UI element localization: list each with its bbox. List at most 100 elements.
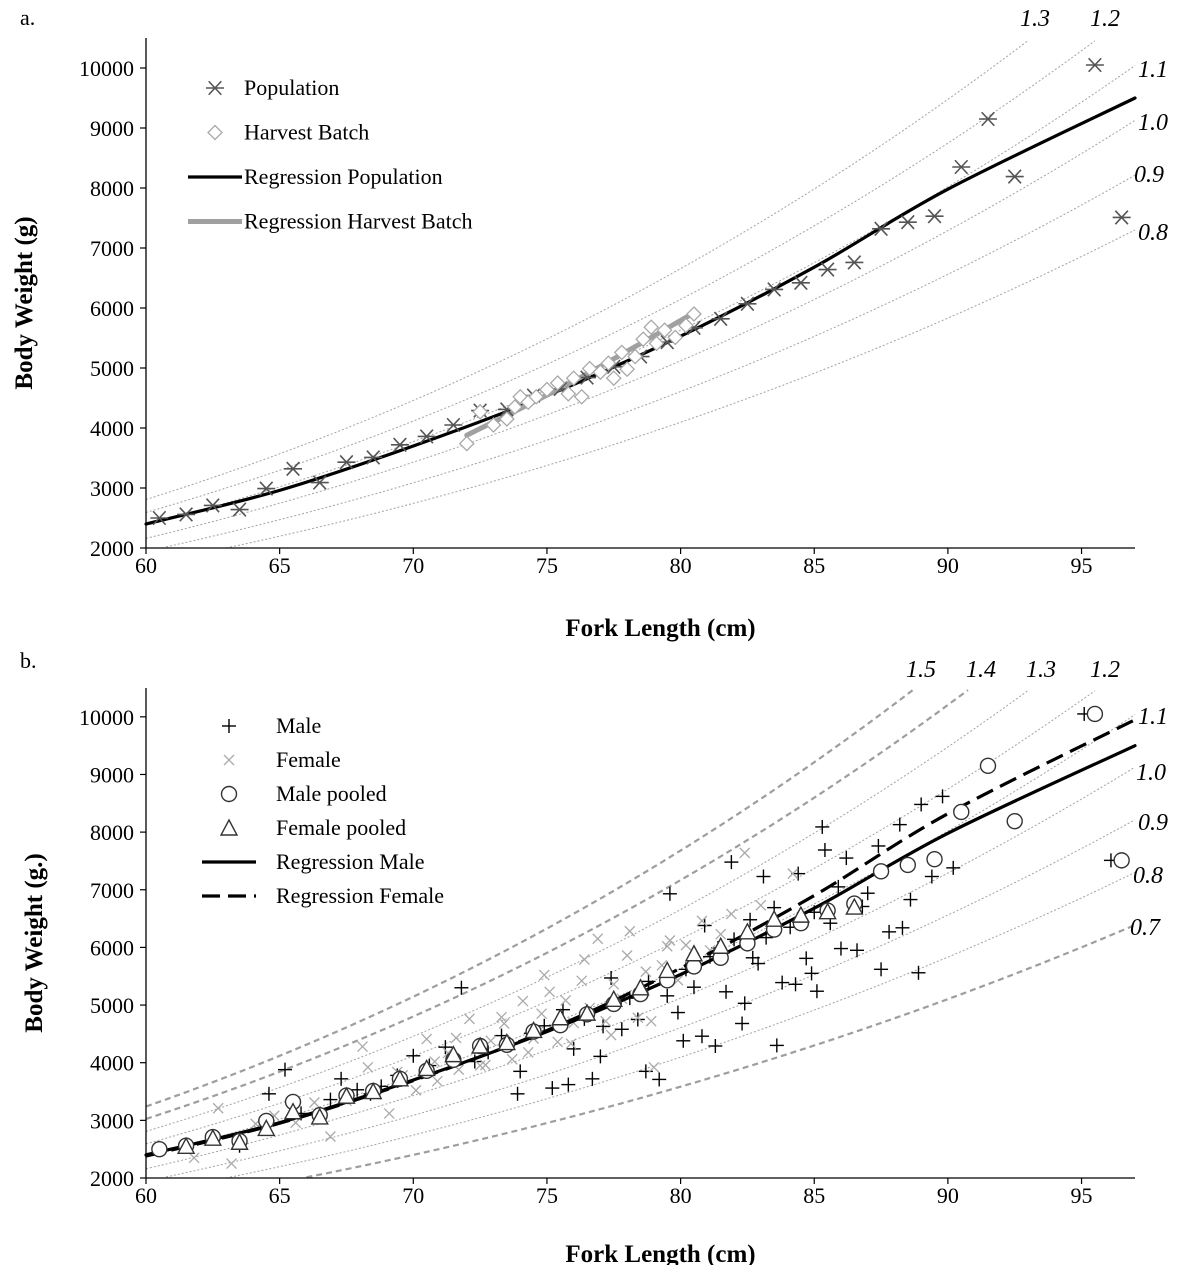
data-point-female	[576, 975, 588, 987]
x-tick-label: 80	[670, 1183, 692, 1208]
data-point-harvest-batch	[635, 331, 652, 348]
data-point-female	[640, 966, 652, 978]
data-point-harvest-batch	[686, 306, 702, 322]
data-point-female	[410, 1084, 422, 1096]
y-axis-title-a: Body Weight (g)	[11, 216, 38, 389]
panel-label-a: a.	[20, 5, 35, 30]
data-point-male	[630, 1012, 645, 1027]
data-point-female-pooled	[711, 936, 730, 954]
data-point-male	[895, 920, 910, 935]
legend-item-regression-harvest-batch: Regression Harvest Batch	[188, 209, 473, 234]
data-point-population	[978, 111, 997, 127]
data-point-male	[788, 977, 803, 992]
data-point-female	[715, 928, 727, 940]
data-point-harvest-batch	[565, 370, 582, 387]
data-point-male	[694, 1029, 709, 1044]
data-point-female-pooled	[176, 1136, 196, 1154]
legend-item-regression-male: Regression Male	[202, 849, 424, 874]
data-point-population	[364, 450, 383, 465]
data-point-female	[608, 978, 620, 990]
x-tick-label: 70	[402, 1183, 424, 1208]
data-point-population	[925, 208, 944, 224]
data-point-female	[517, 995, 529, 1007]
legend-swatch	[207, 124, 223, 141]
data-point-male	[454, 980, 469, 995]
data-point-population	[711, 311, 730, 327]
series-line-regression-population	[144, 96, 1137, 526]
data-point-female-pooled	[497, 1033, 517, 1051]
data-point-female	[725, 908, 737, 920]
x-tick-label: 85	[803, 553, 825, 578]
legend-label: Regression Harvest Batch	[244, 209, 473, 234]
condition-curve-1-2	[145, 40, 1096, 513]
data-point-male-pooled	[899, 856, 916, 874]
data-point-female	[538, 969, 550, 981]
data-point-male	[850, 943, 865, 958]
condition-label-1-3: 1.3	[1020, 6, 1050, 32]
raw-points-b	[188, 706, 1118, 1170]
series-population	[150, 57, 1131, 526]
x-axis-title-a: Fork Length (cm)	[565, 615, 755, 642]
data-point-population	[1085, 57, 1104, 73]
condition-curve-1-3	[145, 690, 1029, 1132]
data-point-male	[935, 789, 950, 804]
data-point-female	[565, 1038, 577, 1050]
data-point-male-pooled	[1006, 812, 1023, 830]
data-point-male	[561, 1077, 576, 1092]
data-point-harvest-batch	[619, 361, 636, 378]
data-point-female	[498, 1018, 510, 1029]
data-point-male-pooled	[151, 1140, 168, 1158]
data-point-male	[585, 1071, 600, 1086]
data-point-female	[421, 1033, 433, 1045]
legend-item-male: Male	[222, 713, 321, 738]
data-point-male	[614, 1022, 629, 1037]
data-point-female-pooled	[524, 1020, 543, 1039]
condition-label-1-0: 1.0	[1138, 110, 1168, 136]
y-tick-label: 2000	[90, 536, 134, 561]
data-point-male	[652, 1072, 667, 1087]
data-point-female-pooled	[577, 1003, 597, 1021]
data-point-male	[660, 988, 675, 1003]
data-point-harvest-batch	[627, 348, 644, 365]
data-point-male	[596, 1019, 611, 1034]
data-point-male	[545, 1081, 560, 1096]
legend-label: Regression Female	[276, 883, 444, 908]
y-axis-title-b: Body Weight (g.)	[21, 853, 48, 1032]
data-point-harvest-batch	[506, 399, 523, 415]
condition-curve-0-7	[306, 923, 1136, 1179]
legend-item-regression-population: Regression Population	[188, 164, 443, 189]
data-point-harvest-batch	[472, 403, 489, 420]
data-point-female	[431, 1075, 443, 1087]
data-point-female	[648, 1061, 660, 1073]
data-point-male	[334, 1071, 349, 1086]
data-point-male	[438, 1040, 453, 1055]
data-point-female	[480, 1059, 491, 1071]
data-point-male	[676, 1033, 691, 1048]
condition-label-0-7: 0.7	[1130, 915, 1161, 941]
data-point-female-pooled	[417, 1058, 436, 1077]
data-point-female-pooled	[631, 978, 650, 996]
panel-label-b: b.	[20, 648, 37, 673]
data-point-male	[756, 869, 771, 884]
data-point-population	[1112, 210, 1131, 225]
data-point-female	[696, 915, 708, 927]
data-point-male	[860, 886, 875, 901]
data-point-female	[632, 1012, 644, 1024]
legend-label: Population	[244, 75, 339, 100]
data-point-population	[230, 502, 249, 517]
data-point-female-pooled	[470, 1036, 490, 1054]
y-tick-label: 4000	[90, 1051, 134, 1076]
x-axis-title-b: Fork Length (cm)	[565, 1241, 755, 1265]
condition-labels-b: 0.7 0.8 0.9 1.0 1.1 1.2 1.3 1.4 1.5	[906, 657, 1168, 941]
y-tick-label: 6000	[90, 296, 134, 321]
data-point-male	[775, 975, 790, 990]
data-point-harvest-batch	[581, 360, 598, 377]
x-tick-label: 90	[937, 1183, 959, 1208]
data-point-male	[874, 962, 889, 977]
data-point-male	[686, 980, 701, 995]
data-point-harvest-batch	[667, 329, 684, 346]
data-point-male	[708, 1038, 723, 1053]
data-point-female	[383, 1107, 395, 1119]
data-point-female	[324, 1131, 336, 1142]
